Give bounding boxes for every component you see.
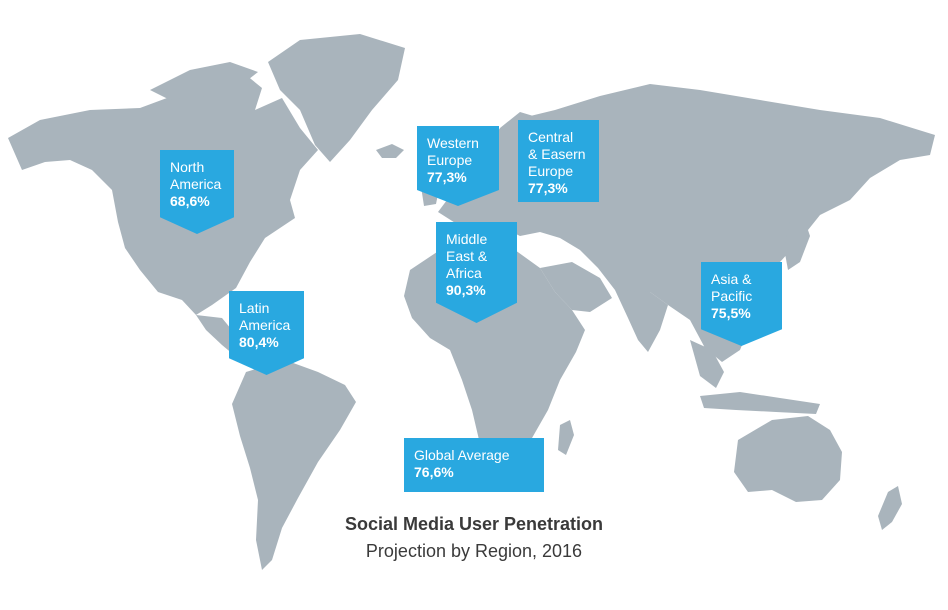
region-name-line: Central <box>528 129 574 145</box>
madagascar-landmass <box>558 420 574 455</box>
region-name-line: Latin <box>239 300 270 316</box>
region-value: 77,3% <box>427 169 467 185</box>
new-zealand-landmass <box>878 486 902 530</box>
region-badge-middle-east-africa: Middle East & Africa 90,3% <box>436 222 517 323</box>
iceland-landmass <box>376 144 404 158</box>
region-value: 90,3% <box>446 282 486 298</box>
india-landmass <box>615 290 668 352</box>
region-name-line: America <box>239 317 291 333</box>
region-value: 68,6% <box>170 193 210 209</box>
region-name-line: America <box>170 176 222 192</box>
map-subtitle: Projection by Region, 2016 <box>365 541 583 561</box>
arabia-landmass <box>540 262 612 312</box>
region-name-line: Pacific <box>711 288 753 304</box>
japan-landmass <box>784 212 810 270</box>
region-badge-asia-pacific: Asia & Pacific 75,5% <box>701 262 782 346</box>
region-name-line: Middle <box>446 231 488 247</box>
region-value: 76,6% <box>414 464 454 480</box>
region-value: 77,3% <box>528 180 568 196</box>
region-badge-latin-america: Latin America 80,4% <box>229 291 304 375</box>
region-name-line: North <box>170 159 205 175</box>
southeast-asia-landmass <box>690 340 724 388</box>
region-name-line: Global Average <box>414 447 510 463</box>
arctic-islands-landmass <box>150 62 258 100</box>
indonesia-landmass <box>700 392 820 414</box>
greenland-landmass <box>268 34 405 162</box>
region-name-line: Western <box>427 135 479 151</box>
australia-landmass <box>734 416 842 502</box>
region-badge-north-america: North America 68,6% <box>160 150 234 234</box>
region-badge-global-average: Global Average 76,6% <box>404 438 544 492</box>
region-name-line: Asia & <box>711 271 752 287</box>
region-name-line: Europe <box>427 152 473 168</box>
region-value: 75,5% <box>711 305 751 321</box>
south-america-landmass <box>232 360 356 570</box>
map-title: Social Media User Penetration <box>344 514 604 534</box>
region-name-line: & Easern <box>528 146 586 162</box>
region-name-line: East & <box>446 248 488 264</box>
region-value: 80,4% <box>239 334 279 350</box>
region-name-line: Africa <box>446 265 482 281</box>
region-name-line: Europe <box>528 163 574 179</box>
region-badge-western-europe: Western Europe 77,3% <box>417 126 499 206</box>
region-badge-central-eastern-europe: Central & Easern Europe 77,3% <box>518 120 599 202</box>
